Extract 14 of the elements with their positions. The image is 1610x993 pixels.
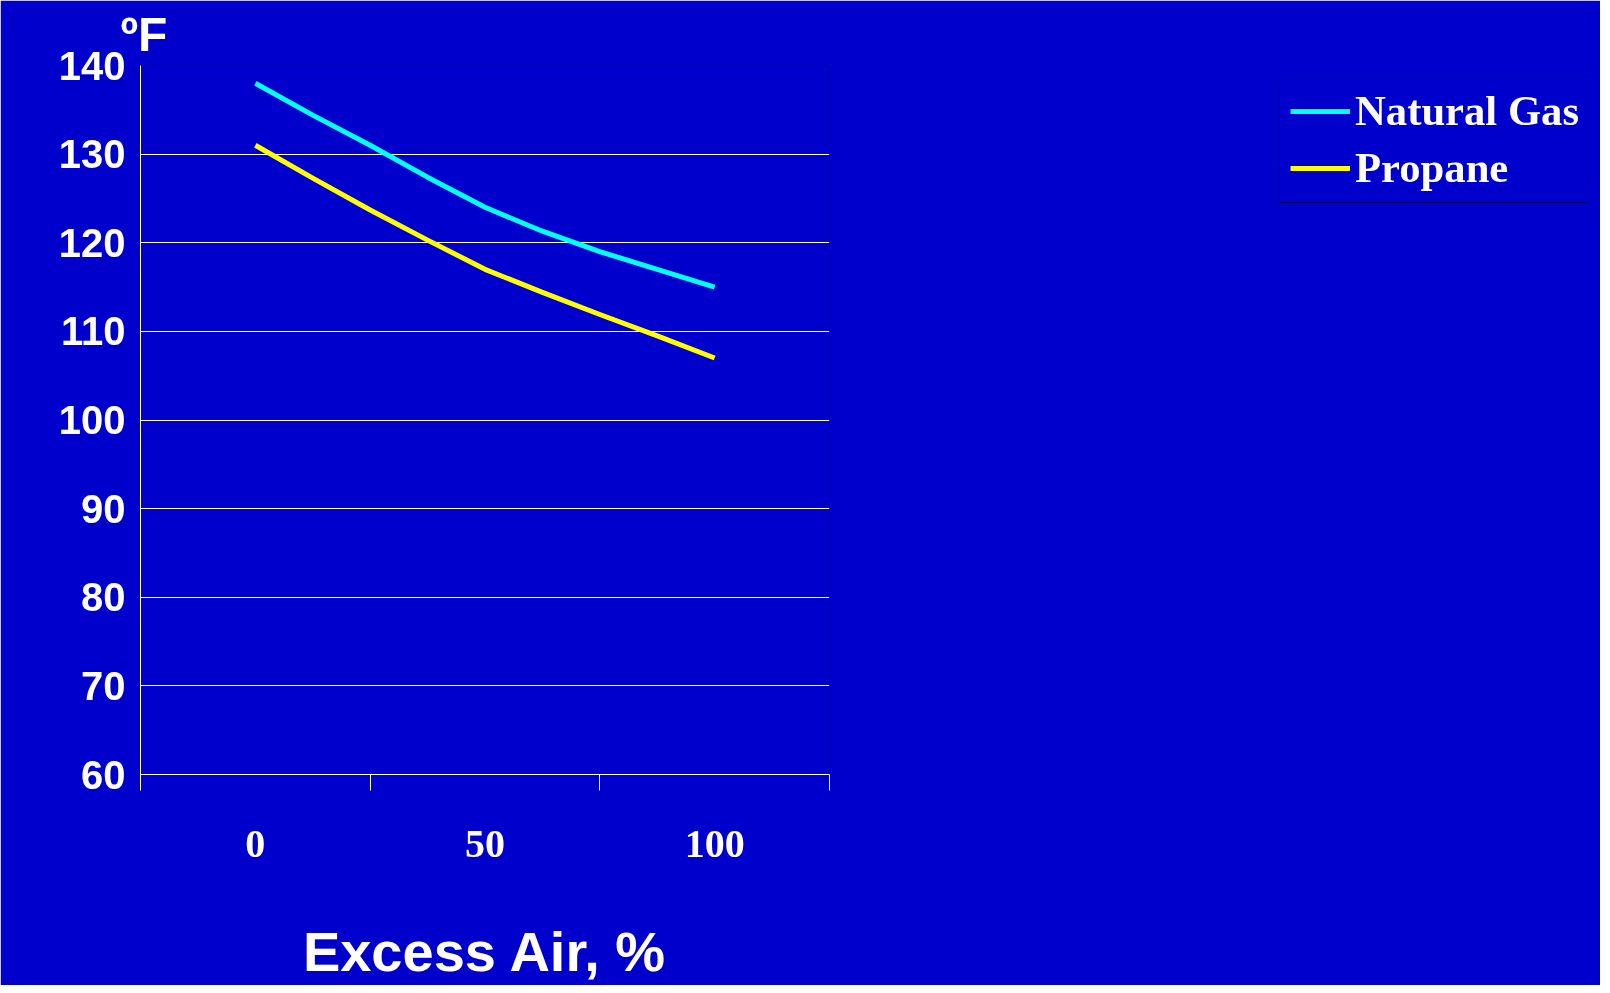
y-tick-label: 110 [60, 309, 126, 354]
y-tick-label: 60 [81, 752, 126, 797]
x-axis-title: Excess Air, % [302, 919, 666, 983]
x-tick-label: 50 [465, 820, 505, 866]
y-tick-label: 120 [58, 220, 126, 265]
y-tick-label: 100 [58, 398, 126, 442]
y-tick-label: 80 [81, 575, 126, 620]
x-tick-label: 100 [684, 820, 745, 866]
x-tick-label: 0 [245, 820, 266, 866]
legend-label: Natural Gas [1355, 86, 1579, 135]
y-tick-label: 90 [81, 486, 126, 531]
legend-label: Propane [1355, 143, 1509, 192]
y-tick-label: 130 [58, 132, 126, 177]
y-tick-label: 70 [81, 663, 126, 708]
